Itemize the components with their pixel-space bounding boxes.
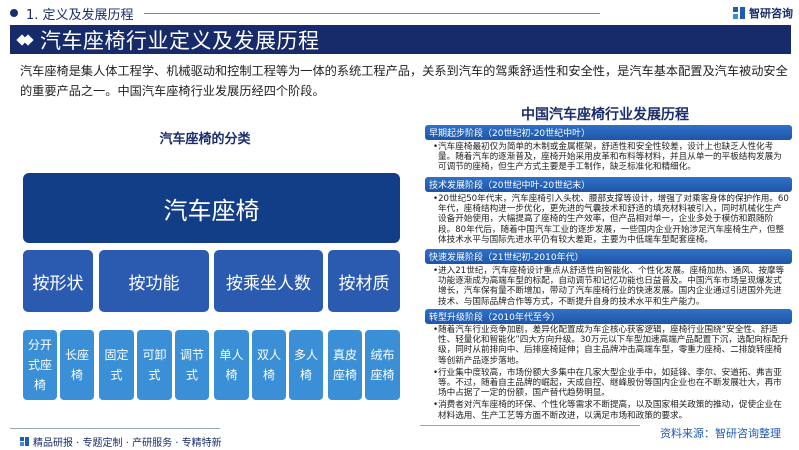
stage-heading: 技术发展阶段（20世纪中叶-20世纪末）	[425, 177, 792, 192]
stage-bullet: 20世纪50年代末，汽车座椅引入头枕、腰部支撑等设计，增强了对乘客身体的保护作用…	[433, 194, 789, 245]
subtype-item: 分开式座椅	[23, 330, 57, 400]
subtype-item: 绒布座椅	[365, 330, 400, 400]
stage-heading: 早期起步阶段（20世纪初-20世纪中叶）	[425, 125, 792, 140]
section-header: 1. 定义及发展历程	[10, 4, 600, 23]
category-material: 按材质	[328, 250, 400, 312]
divider	[10, 428, 220, 429]
brand-name: 智研咨询	[749, 7, 793, 20]
stage-body: 20世纪50年代末，汽车座椅引入头枕、腰部支撑等设计，增强了对乘客身体的保护作用…	[433, 194, 789, 247]
divider	[420, 425, 640, 426]
stage-bullet: 进入21世纪，汽车座椅设计重点从舒适性向智能化、个性化发展。座椅加热、通风、按摩…	[433, 266, 789, 307]
category-passengers: 按乘坐人数	[214, 250, 323, 312]
intro-text: 汽车座椅是集人体工程学、机械驱动和控制工程等为一体的系统工程产品，关系到汽车的驾…	[20, 64, 788, 98]
stage-bullet: 随着汽车行业竞争加剧，差异化配置成为车企核心获客逻辑，座椅行业围绕“安全性、舒适…	[433, 325, 789, 366]
stage-heading: 快速发展阶段（21世纪初-2010年代）	[425, 249, 792, 264]
bullet-dot-icon	[10, 9, 18, 17]
footer-tagline: 精品研报 · 专题定制 · 产研服务 · 专精特新	[33, 438, 222, 449]
zhiyan-logo-icon	[20, 437, 29, 446]
category-shape: 按形状	[23, 250, 93, 312]
classification-root: 汽车座椅	[23, 173, 400, 243]
subtype-item: 可卸式	[137, 330, 172, 400]
subtype-item: 真皮座椅	[328, 330, 362, 400]
zhiyan-logo-icon	[733, 7, 745, 19]
classification-title: 汽车座椅的分类	[159, 132, 251, 147]
subtype-item: 调节式	[175, 330, 209, 400]
subtype-item: 长座椅	[60, 330, 94, 400]
divider	[143, 12, 600, 14]
footer: 精品研报 · 专题定制 · 产研服务 · 专精特新	[20, 434, 222, 449]
stage-body: 随着汽车行业竞争加剧，差异化配置成为车企核心获客逻辑，座椅行业围绕“安全性、舒适…	[433, 325, 789, 423]
stage-heading: 转型升级阶段（2010年代至今）	[425, 309, 792, 324]
subtype-item: 多人椅	[289, 330, 323, 400]
section-label: 1. 定义及发展历程	[26, 7, 134, 23]
diamond-icon	[16, 33, 34, 46]
stage-bullet: 行业集中度较高，市场份额大多集中在几家大型企业手中，如延锋、李尔、安道拓、弗吉亚…	[433, 368, 789, 399]
page-title: 汽车座椅行业定义及发展历程	[40, 28, 320, 53]
subtype-item: 双人椅	[252, 330, 286, 400]
stage-body: 汽车座椅最初仅为简单的木制或金属框架，舒适性和安全性较差，设计上也缺乏人性化考量…	[433, 142, 789, 175]
stage-bullet: 汽车座椅最初仅为简单的木制或金属框架，舒适性和安全性较差，设计上也缺乏人性化考量…	[433, 142, 789, 173]
subtype-item: 单人椅	[214, 330, 249, 400]
category-function: 按功能	[99, 250, 209, 312]
history-title: 中国汽车座椅行业发展历程	[521, 107, 689, 123]
stage-bullet: 消费者对汽车座椅的环保、个性化等需求不断提高，以及国家相关政策的推动，促使企业在…	[433, 400, 789, 420]
source-note: 资料来源：智研咨询整理	[660, 427, 781, 440]
brand-logo: 智研咨询	[733, 5, 793, 21]
stage-body: 进入21世纪，汽车座椅设计重点从舒适性向智能化、个性化发展。座椅加热、通风、按摩…	[433, 266, 789, 309]
subtype-item: 固定式	[99, 330, 134, 400]
title-bar: 汽车座椅行业定义及发展历程	[10, 25, 791, 54]
